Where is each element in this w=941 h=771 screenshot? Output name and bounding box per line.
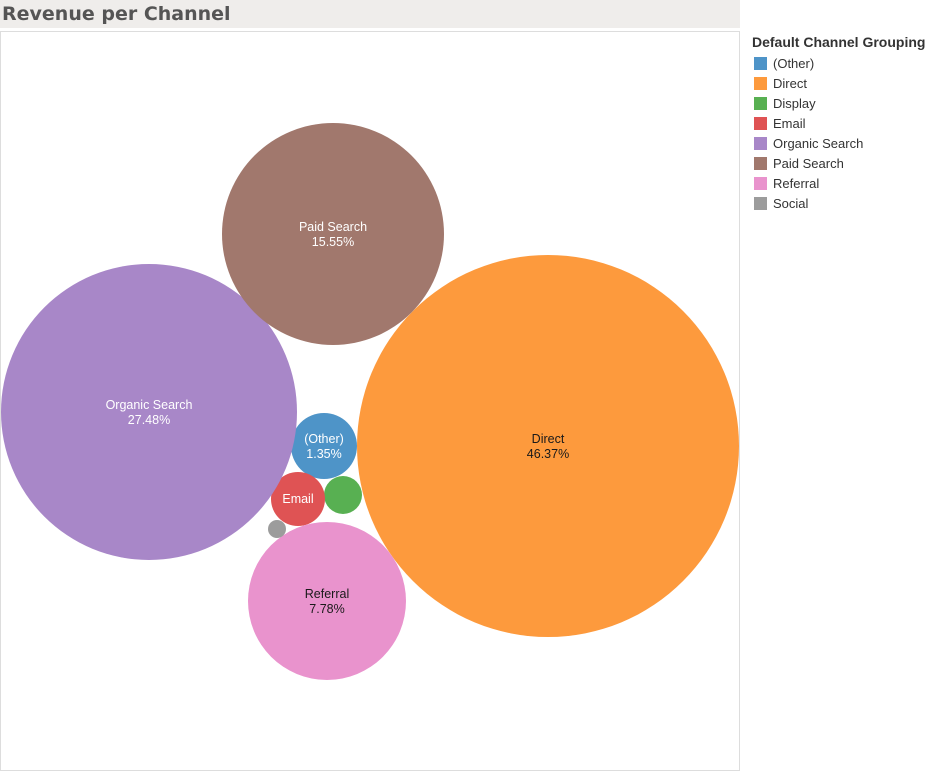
legend-label: Organic Search [773,135,864,151]
bubble-email[interactable]: Email [271,472,325,526]
legend-item[interactable]: Email [752,113,941,133]
legend-label: Referral [773,175,820,191]
legend-item[interactable]: Display [752,93,941,113]
bubble-name-label: Paid Search [299,220,367,234]
legend-item[interactable]: Organic Search [752,133,941,153]
bubble-circle[interactable] [291,413,357,479]
bubble-name-label: (Other) [304,432,344,446]
legend-swatch [754,76,767,90]
chart-title-bar: Revenue per Channel [0,0,740,28]
legend-label: Social [773,195,809,211]
bubble-value-label: 1.35% [306,447,341,461]
legend-swatch [754,136,767,150]
bubble-value-label: 15.55% [312,235,354,249]
bubble-name-label: Direct [532,432,565,446]
bubble-name-label: Organic Search [106,398,193,412]
legend-item[interactable]: Paid Search [752,153,941,173]
bubble-name-label: Email [282,492,313,506]
bubble-circle[interactable] [222,123,444,345]
legend-swatch [754,156,767,170]
bubble-circle[interactable] [268,520,286,538]
legend-title: Default Channel Grouping [752,34,926,50]
legend-item[interactable]: Direct [752,73,941,93]
bubble-circle[interactable] [324,476,362,514]
bubble-circle[interactable] [271,472,325,526]
legend-label: Direct [773,75,807,91]
legend-item[interactable]: Referral [752,173,941,193]
legend-swatch [754,196,767,210]
bubble-value-label: 46.37% [527,447,569,461]
bubble-other[interactable]: (Other)1.35% [291,413,357,479]
legend-swatch [754,96,767,110]
bubble-circle[interactable] [357,255,739,637]
legend-label: Display [773,95,816,111]
legend-swatch [754,176,767,190]
legend-label: Paid Search [773,155,844,171]
bubble-display[interactable] [324,476,362,514]
bubble-plot-area: (Other) 1.35% Direct 46.37% Email Organic Sea… [0,31,740,771]
bubble-value-label: 7.78% [309,602,344,616]
legend-item[interactable]: Social [752,193,941,213]
legend-swatch [754,56,767,70]
legend-label: (Other) [773,55,815,71]
legend-items: (Other) Direct Display Email Organic Search P… [752,53,941,213]
legend: Default Channel Grouping (Other) Direct Di… [752,34,941,213]
bubble-social[interactable] [268,520,286,538]
bubble-name-label: Referral [305,587,349,601]
legend-item[interactable]: (Other) [752,53,941,73]
bubble-circle[interactable] [1,264,297,560]
chart-title: Revenue per Channel [2,3,231,25]
bubble-value-label: 27.48% [128,413,170,427]
bubble-circle[interactable] [248,522,406,680]
legend-swatch [754,116,767,130]
legend-label: Email [773,115,806,131]
